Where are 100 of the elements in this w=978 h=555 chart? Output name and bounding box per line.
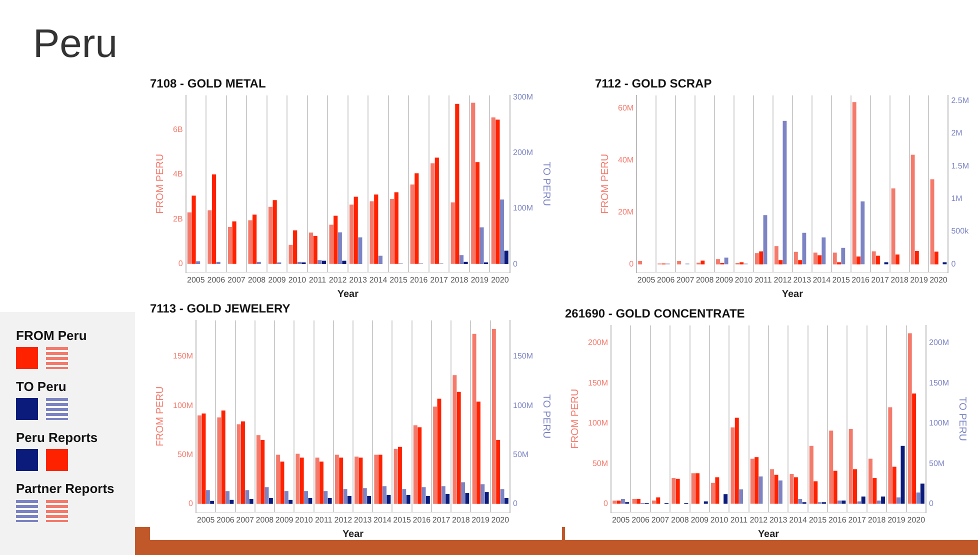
bar (437, 398, 442, 504)
y2-tick-label: 300M (512, 92, 534, 102)
bar (304, 491, 308, 504)
bar (324, 491, 328, 504)
x-tick-label: 2013 (769, 515, 788, 524)
y-axis-title: FROM PERU (600, 154, 611, 214)
bar (632, 498, 636, 504)
text: TO Peru (16, 379, 68, 394)
bar (217, 417, 222, 504)
bar (374, 454, 378, 504)
x-tick-label: 2006 (216, 515, 235, 524)
x-tick-label: 2015 (393, 515, 412, 524)
x-tick-label: 2006 (207, 275, 226, 284)
bar (500, 489, 504, 504)
bar (841, 248, 846, 264)
x-tick-label: 2007 (676, 275, 695, 284)
y2-tick-label: 100M (928, 418, 950, 428)
bar (288, 500, 293, 504)
bar (910, 154, 915, 264)
text: Peru (33, 22, 118, 67)
bar (822, 237, 826, 264)
x-tick-label: 2020 (907, 515, 926, 524)
bar (313, 236, 318, 264)
x-tick-label: 2018 (450, 275, 469, 284)
bar (232, 221, 236, 264)
text: Partner Reports (16, 481, 116, 496)
y-tick-label: 150M (588, 378, 608, 388)
x-axis-title: Year (758, 528, 780, 540)
x-tick-label: 2008 (256, 515, 274, 524)
bar (334, 454, 339, 504)
bar (434, 158, 439, 264)
x-tick-label: 2011 (730, 515, 748, 524)
bar (410, 184, 414, 264)
bar (656, 497, 660, 504)
bar (308, 498, 312, 504)
bar (456, 392, 461, 504)
bar (198, 415, 202, 504)
bar (872, 478, 877, 504)
bar (329, 224, 334, 264)
x-tick-label: 2012 (334, 515, 353, 524)
bar (300, 458, 304, 504)
bar (861, 496, 866, 504)
x-axis-title: Year (342, 528, 364, 540)
bar (900, 446, 905, 504)
bar (308, 232, 314, 264)
bar (492, 328, 496, 504)
bar (260, 440, 265, 504)
bar (386, 495, 391, 504)
bar (700, 260, 705, 264)
y-axis-title: FROM PERU (154, 386, 166, 446)
bar (652, 500, 656, 504)
x-tick-label: 2014 (789, 515, 808, 524)
bar (455, 104, 460, 264)
bar (838, 500, 842, 504)
x-tick-label: 2015 (808, 515, 828, 524)
bar (426, 496, 430, 504)
x-tick-label: 2020 (930, 275, 948, 284)
bar (318, 260, 322, 264)
bar (452, 375, 457, 504)
bar (328, 498, 332, 504)
bar (461, 482, 465, 504)
y-tick-label: 60M (618, 103, 634, 112)
x-tick-label: 2011 (754, 275, 772, 284)
y-tick-label: 4B (172, 170, 183, 179)
bar (441, 486, 446, 504)
y-axis-title: FROM PERU (570, 388, 581, 449)
bar (491, 117, 496, 264)
y-tick-label: 50M (177, 450, 194, 459)
bar (809, 446, 814, 504)
bar (672, 478, 676, 504)
bar (892, 466, 896, 504)
x-tick-label: 2010 (295, 515, 314, 524)
x-tick-label: 2008 (671, 515, 690, 524)
x-tick-label: 2016 (828, 515, 847, 524)
x-tick-label: 2012 (328, 275, 348, 284)
bar (750, 458, 754, 504)
bar (322, 260, 326, 264)
chart-title: 261690 - GOLD CONCENTRATE (565, 306, 745, 321)
x-tick-label: 2013 (349, 275, 368, 284)
bar (876, 256, 880, 264)
y-tick-label: 50M (592, 458, 608, 468)
bar (268, 498, 273, 504)
y2-tick-label: 0 (512, 259, 518, 268)
bar (230, 500, 234, 504)
bar (187, 212, 192, 264)
bar (245, 490, 250, 504)
bar (908, 333, 912, 504)
x-tick-label: 2005 (612, 515, 630, 524)
bar (912, 394, 916, 504)
bar (374, 194, 378, 264)
x-tick-label: 2007 (651, 515, 670, 524)
bar (459, 255, 464, 264)
x-tick-label: 2010 (734, 275, 754, 284)
y2-tick-label: 1.5M (951, 161, 970, 170)
chart-title: 7113 - GOLD JEWELERY (150, 302, 290, 316)
y-tick-label: 150M (172, 352, 194, 361)
bar (504, 250, 508, 264)
bar (430, 163, 435, 264)
bar (413, 425, 418, 504)
chart-title: 7108 - GOLD METAL (150, 76, 266, 91)
